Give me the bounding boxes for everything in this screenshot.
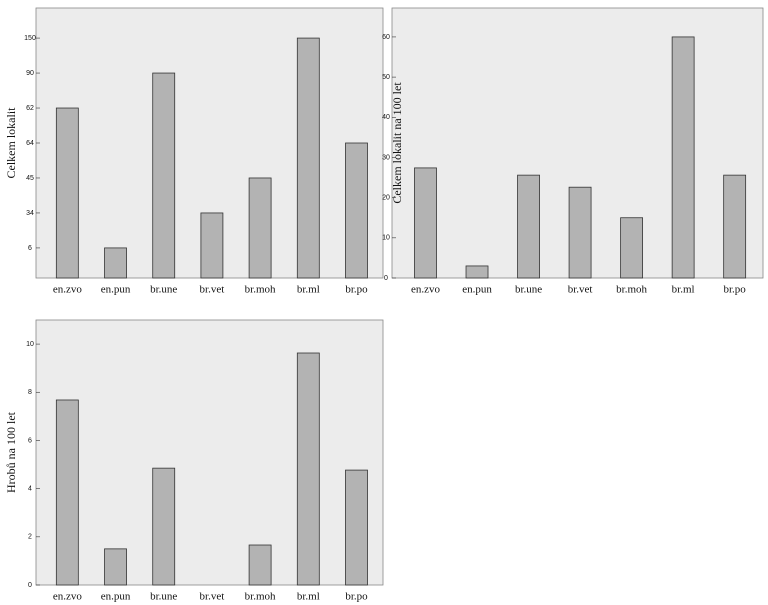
x-tick-label: br.po [724, 284, 747, 296]
bar [465, 265, 489, 279]
y-tick-label: 50 [382, 74, 390, 81]
x-tick-label: br.moh [245, 591, 276, 603]
y-tick-label: 10 [26, 341, 34, 348]
y-tick-label: 10 [382, 235, 390, 242]
x-tick-label: br.po [345, 591, 368, 603]
plot-area [35, 319, 384, 586]
x-tick-label: en.zvo [53, 591, 83, 603]
y-tick-label: 2 [28, 534, 32, 541]
bar [104, 548, 127, 586]
bar [345, 469, 368, 586]
y-tick-label: 40 [382, 114, 390, 121]
y-tick-label: 20 [382, 194, 390, 201]
bar [200, 212, 224, 279]
x-tick-label: en.pun [462, 284, 492, 296]
bar [414, 167, 437, 279]
bar [248, 544, 272, 586]
x-tick-label: en.zvo [53, 284, 83, 296]
x-tick-label: br.ml [297, 284, 320, 296]
x-tick-label: br.une [150, 284, 177, 296]
y-tick-label: 64 [26, 140, 34, 147]
bar [723, 174, 747, 279]
bar [152, 72, 176, 279]
y-axis-label: Celkem lokalit [4, 107, 18, 179]
x-tick-label: br.ml [297, 591, 320, 603]
y-tick-label: 90 [26, 70, 34, 77]
y-tick-label: 45 [26, 175, 34, 182]
x-tick-label: en.pun [101, 284, 131, 296]
y-tick-label: 62 [26, 105, 34, 112]
x-tick-label: br.une [150, 591, 177, 603]
bar [345, 142, 368, 279]
bar [620, 217, 644, 279]
y-tick-label: 6 [28, 437, 32, 444]
bar [296, 352, 320, 586]
y-tick-label: 6 [28, 245, 32, 252]
bar [671, 36, 695, 279]
x-tick-label: br.vet [568, 284, 593, 296]
y-tick-label: 4 [28, 485, 32, 492]
y-tick-label: 150 [24, 35, 36, 42]
y-axis-label: Hrobů na 100 let [4, 411, 18, 493]
y-tick-label: 60 [382, 34, 390, 41]
x-tick-label: en.pun [101, 591, 131, 603]
bar [104, 247, 127, 279]
y-tick-label: 30 [382, 154, 390, 161]
x-tick-label: br.moh [245, 284, 276, 296]
bar [248, 177, 272, 279]
x-tick-label: br.po [345, 284, 368, 296]
x-tick-label: br.vet [200, 591, 225, 603]
y-axis-label: Celkem lokalit na 100 let [390, 82, 404, 204]
x-tick-label: br.vet [200, 284, 225, 296]
bar [568, 186, 592, 279]
y-tick-label: 34 [26, 210, 34, 217]
y-tick-label: 0 [384, 275, 388, 282]
x-tick-label: br.moh [616, 284, 647, 296]
bar [152, 467, 176, 586]
x-tick-label: en.zvo [411, 284, 441, 296]
y-tick-label: 8 [28, 389, 32, 396]
y-tick-label: 0 [28, 582, 32, 589]
bar [517, 174, 540, 279]
bar [55, 107, 79, 279]
bar [296, 37, 320, 279]
x-tick-label: br.une [515, 284, 542, 296]
x-tick-label: br.ml [672, 284, 695, 296]
bar [55, 399, 79, 586]
